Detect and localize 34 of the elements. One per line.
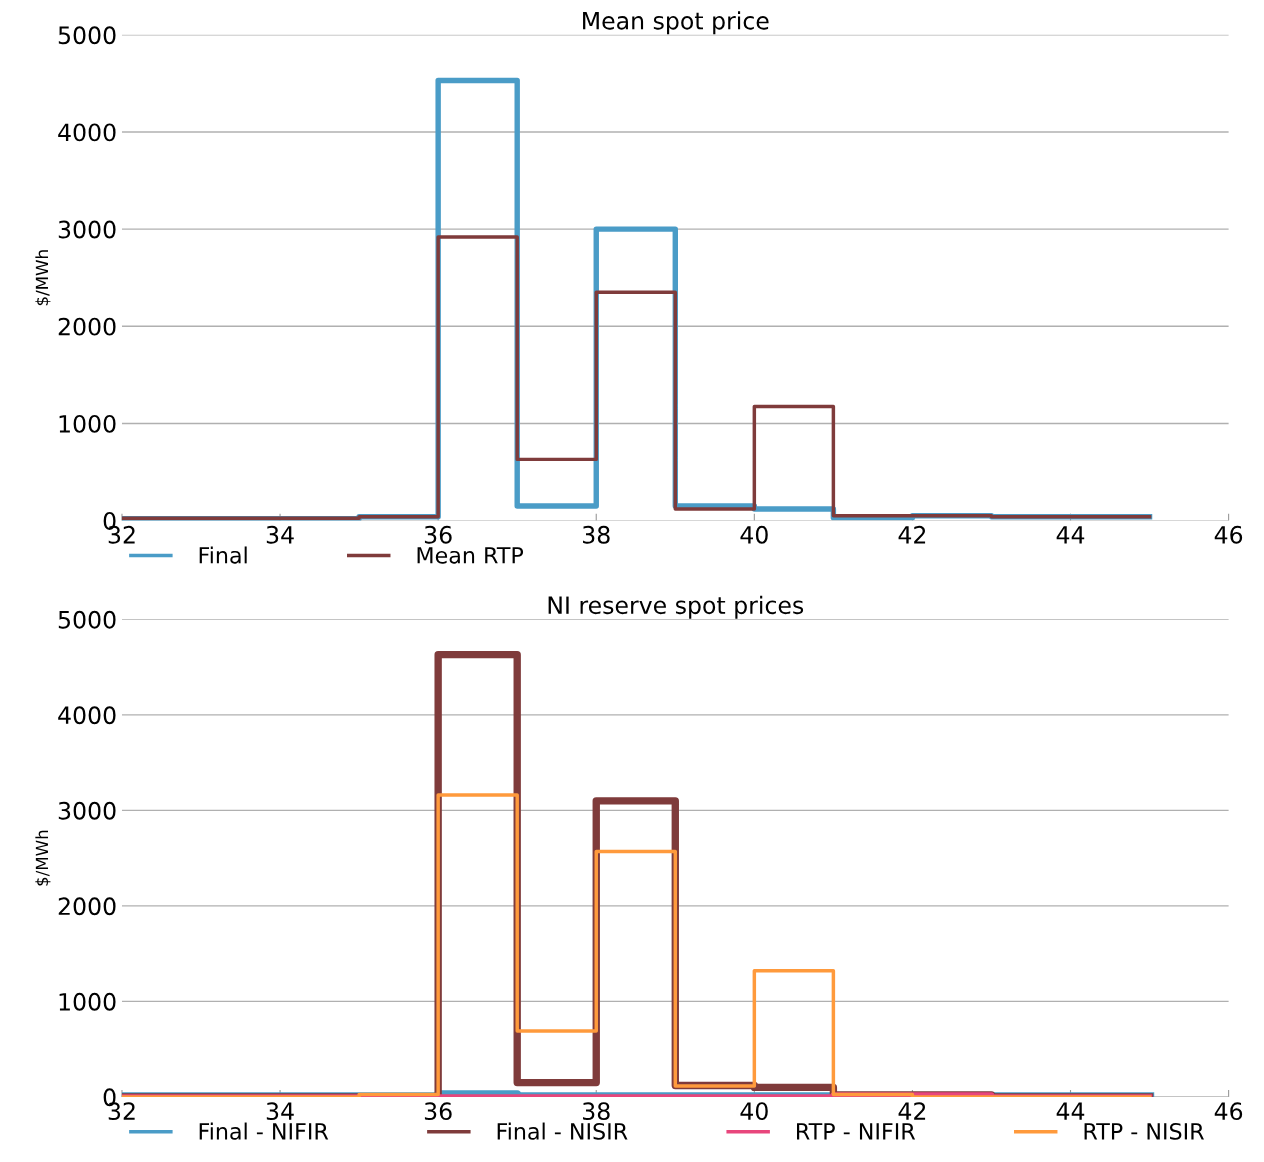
y-tick-label: 1000 [59, 414, 116, 433]
x-tick-label: 38 [583, 1102, 610, 1121]
legend-label: RTP - NISIR [1084, 1122, 1204, 1140]
legend-label: RTP - NIFIR [797, 1123, 916, 1140]
x-tick-label: 46 [1214, 525, 1243, 544]
y-tick-label: 2000 [58, 897, 116, 916]
chart-title: NI reserve spot prices [548, 595, 804, 619]
y-tick-label: 5000 [58, 610, 116, 629]
x-tick-label: 36 [424, 1102, 452, 1121]
x-tick-label: 46 [1214, 1102, 1243, 1121]
y-axis-title: $/MWh [35, 830, 51, 886]
legend-label: Final [199, 546, 247, 564]
y-axis-title: $/MWh [35, 250, 51, 306]
x-tick-label: 36 [424, 525, 452, 544]
x-tick-label: 40 [740, 525, 768, 544]
legend-label: Mean RTP [417, 547, 524, 564]
chart-title: Mean spot price [583, 11, 769, 35]
y-tick-label: 1000 [59, 992, 116, 1011]
x-tick-label: 40 [740, 1102, 768, 1121]
y-tick-label: 5000 [58, 26, 116, 45]
x-tick-label: 44 [1056, 1102, 1085, 1120]
x-tick-label: 34 [266, 1102, 294, 1121]
legend-label: Final - NISIR [497, 1122, 628, 1140]
y-tick-label: 3000 [58, 801, 116, 820]
y-tick-label: 3000 [58, 220, 116, 239]
y-tick-label: 4000 [58, 706, 116, 725]
x-tick-label: 34 [266, 525, 294, 544]
legend-label: Final - NIFIR [199, 1122, 329, 1140]
y-tick-label: 4000 [58, 123, 116, 142]
x-tick-label: 42 [898, 1102, 926, 1120]
x-tick-label: 42 [898, 525, 926, 544]
y-tick-label: 2000 [58, 317, 116, 336]
x-tick-label: 38 [583, 525, 610, 544]
x-tick-label: 44 [1056, 526, 1085, 544]
